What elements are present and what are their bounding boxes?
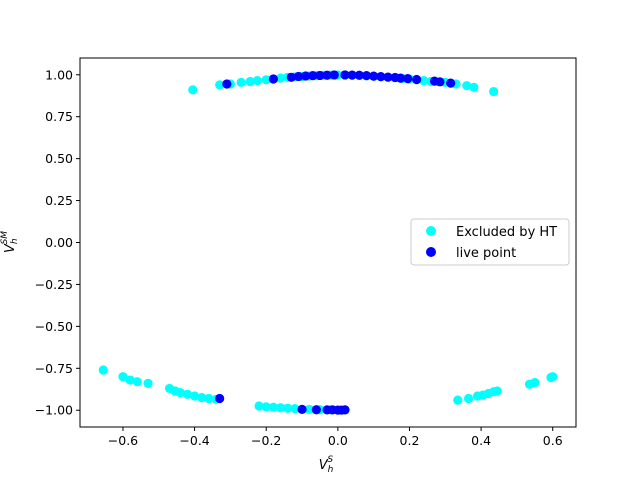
data-point [261, 75, 271, 85]
data-point [301, 71, 311, 81]
data-point [548, 372, 558, 382]
legend-marker-excluded [426, 226, 436, 236]
y-axis-ticks: −1.00 −0.75 −0.50 −0.25 0.00 0.25 0.50 0.75 1.00 [35, 67, 80, 418]
data-point [354, 70, 364, 80]
data-point [453, 395, 463, 405]
series-live-point [215, 70, 456, 415]
data-point [268, 402, 278, 412]
data-point [236, 77, 246, 87]
data-point [322, 70, 332, 80]
data-point [446, 78, 456, 88]
data-point [340, 405, 350, 415]
data-point [197, 393, 207, 403]
data-point [383, 72, 393, 82]
data-point [190, 391, 200, 401]
data-point [462, 81, 472, 91]
x-tick-label: 0.0 [328, 433, 348, 448]
data-point [143, 378, 153, 388]
y-tick-label: 0.00 [45, 235, 73, 250]
data-point [222, 79, 232, 89]
data-point [98, 365, 108, 375]
data-point [297, 404, 307, 414]
data-point [419, 76, 429, 86]
x-axis-label-sub: h [328, 465, 334, 475]
data-point [376, 72, 386, 82]
data-point [329, 70, 339, 80]
y-tick-label: −1.00 [35, 403, 73, 418]
x-axis-label: VhS [319, 455, 334, 475]
data-point [412, 74, 422, 85]
data-point [369, 71, 379, 81]
y-axis-label-sup: SM [0, 231, 10, 245]
data-point [261, 402, 271, 412]
y-tick-label: 0.50 [45, 151, 73, 166]
data-point [308, 71, 318, 81]
data-point [304, 404, 314, 414]
data-point [252, 76, 262, 86]
data-point [311, 405, 321, 415]
data-point [175, 388, 185, 398]
data-point [245, 76, 255, 87]
data-point [469, 82, 479, 92]
data-point [530, 377, 540, 388]
data-point [340, 70, 350, 80]
data-point [315, 70, 325, 81]
data-point [489, 86, 499, 97]
y-tick-label: 0.75 [45, 109, 73, 124]
data-point [395, 73, 406, 83]
data-point [118, 372, 128, 382]
data-point [492, 386, 502, 396]
data-point [275, 403, 286, 413]
x-tick-label: −0.2 [251, 433, 281, 448]
y-tick-label: −0.50 [35, 319, 73, 334]
x-tick-label: 0.6 [543, 433, 563, 448]
data-point [254, 401, 264, 411]
y-axis-label-sub: h [10, 238, 20, 244]
data-point [215, 80, 225, 90]
data-point [204, 393, 214, 404]
data-point [403, 74, 413, 84]
data-point [347, 70, 357, 80]
y-tick-label: −0.25 [35, 277, 73, 292]
data-point [361, 71, 372, 81]
data-point [215, 393, 225, 404]
data-point [463, 393, 474, 404]
data-point [290, 403, 300, 414]
data-point [435, 77, 445, 87]
x-axis-label-sup: S [327, 455, 333, 465]
data-point [275, 73, 286, 83]
points-layer [98, 70, 558, 415]
x-tick-label: −0.6 [108, 433, 138, 448]
legend-box [410, 218, 570, 266]
y-tick-label: −0.75 [35, 361, 73, 376]
legend: Excluded by HT live point [410, 218, 570, 266]
legend-marker-live-point [426, 247, 436, 257]
x-tick-label: −0.4 [179, 433, 209, 448]
y-tick-label: 0.25 [45, 193, 73, 208]
data-point [188, 85, 198, 95]
data-point [268, 74, 278, 84]
x-axis-ticks: −0.6 −0.4 −0.2 0.0 0.2 0.4 0.6 [108, 427, 563, 448]
data-point [182, 389, 193, 399]
x-tick-label: 0.2 [400, 433, 420, 448]
data-point [293, 71, 304, 82]
data-point [283, 403, 293, 413]
data-point [286, 72, 296, 82]
y-axis-label: VhSM [0, 231, 20, 253]
data-point [125, 375, 135, 385]
legend-label-excluded: Excluded by HT [456, 225, 557, 240]
legend-label-live-point: live point [456, 246, 516, 261]
y-tick-label: 1.00 [45, 67, 73, 82]
data-point [132, 377, 142, 387]
x-tick-label: 0.4 [471, 433, 491, 448]
